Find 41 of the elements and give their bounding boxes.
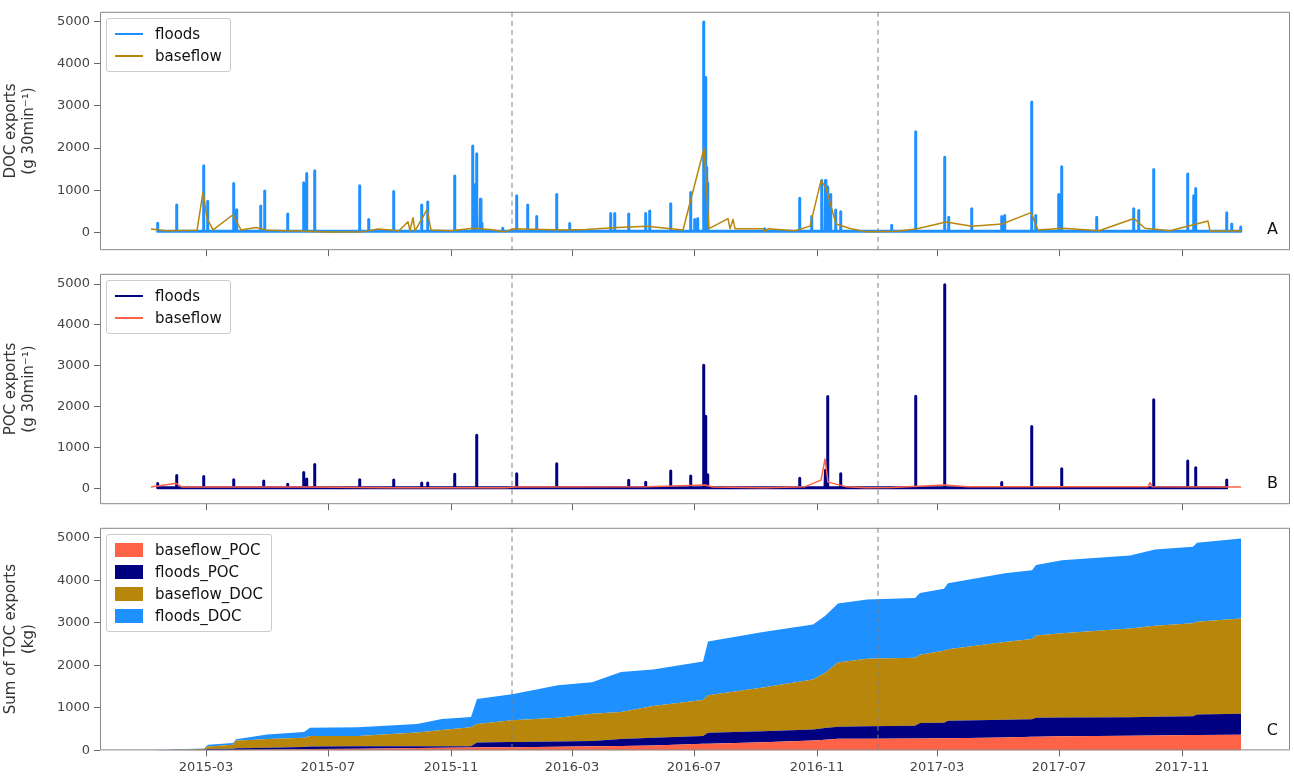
x-tick-label: 2015-11 bbox=[423, 758, 479, 774]
legend-label: baseflow bbox=[155, 46, 222, 65]
y-tick-label: 1000 bbox=[56, 181, 90, 197]
legend-label: floods_POC bbox=[155, 562, 239, 581]
y-tick-label: 5000 bbox=[56, 12, 90, 28]
y-tick-label: 3000 bbox=[56, 614, 90, 630]
legend-label: floods bbox=[155, 24, 201, 43]
x-tick-label: 2015-03 bbox=[178, 758, 234, 774]
y-tick-label: 2000 bbox=[56, 656, 90, 672]
y-tick-label: 2000 bbox=[56, 139, 90, 155]
y-tick-label: 4000 bbox=[56, 316, 90, 332]
y-axis-title: POC exports (g 30min⁻¹) bbox=[0, 342, 37, 436]
annotation: A bbox=[1267, 219, 1279, 239]
x-tick-label: 2017-03 bbox=[909, 758, 965, 774]
y-tick-label: 4000 bbox=[56, 571, 90, 587]
annotation: B bbox=[1267, 473, 1278, 493]
y-tick-label: 0 bbox=[81, 479, 90, 495]
y-tick-label: 1000 bbox=[56, 699, 90, 715]
y-axis-title: DOC exports (g 30min⁻¹) bbox=[0, 83, 37, 179]
y-tick-label: 3000 bbox=[56, 97, 90, 113]
y-tick-label: 2000 bbox=[56, 397, 90, 413]
y-tick-label: 0 bbox=[81, 223, 90, 239]
legend-label: floods_DOC bbox=[155, 606, 242, 625]
y-tick-label: 0 bbox=[81, 741, 90, 757]
x-tick-label: 2016-11 bbox=[789, 758, 845, 774]
y-axis-title: Sum of TOC exports (kg) bbox=[0, 563, 37, 715]
legend-label: baseflow bbox=[155, 308, 222, 327]
y-tick-label: 5000 bbox=[56, 275, 90, 291]
legend-label: baseflow_POC bbox=[155, 540, 261, 559]
x-tick-label: 2017-07 bbox=[1031, 758, 1087, 774]
x-tick-label: 2016-03 bbox=[544, 758, 600, 774]
y-tick-label: 1000 bbox=[56, 438, 90, 454]
y-tick-label: 4000 bbox=[56, 55, 90, 71]
x-tick-label: 2017-11 bbox=[1154, 758, 1210, 774]
legend-label: floods bbox=[155, 286, 201, 305]
legend-label: baseflow_DOC bbox=[155, 584, 263, 603]
x-tick-label: 2015-07 bbox=[300, 758, 356, 774]
x-tick-label: 2016-07 bbox=[666, 758, 722, 774]
y-tick-label: 5000 bbox=[56, 528, 90, 544]
y-tick-label: 3000 bbox=[56, 357, 90, 373]
annotation: C bbox=[1266, 719, 1278, 739]
